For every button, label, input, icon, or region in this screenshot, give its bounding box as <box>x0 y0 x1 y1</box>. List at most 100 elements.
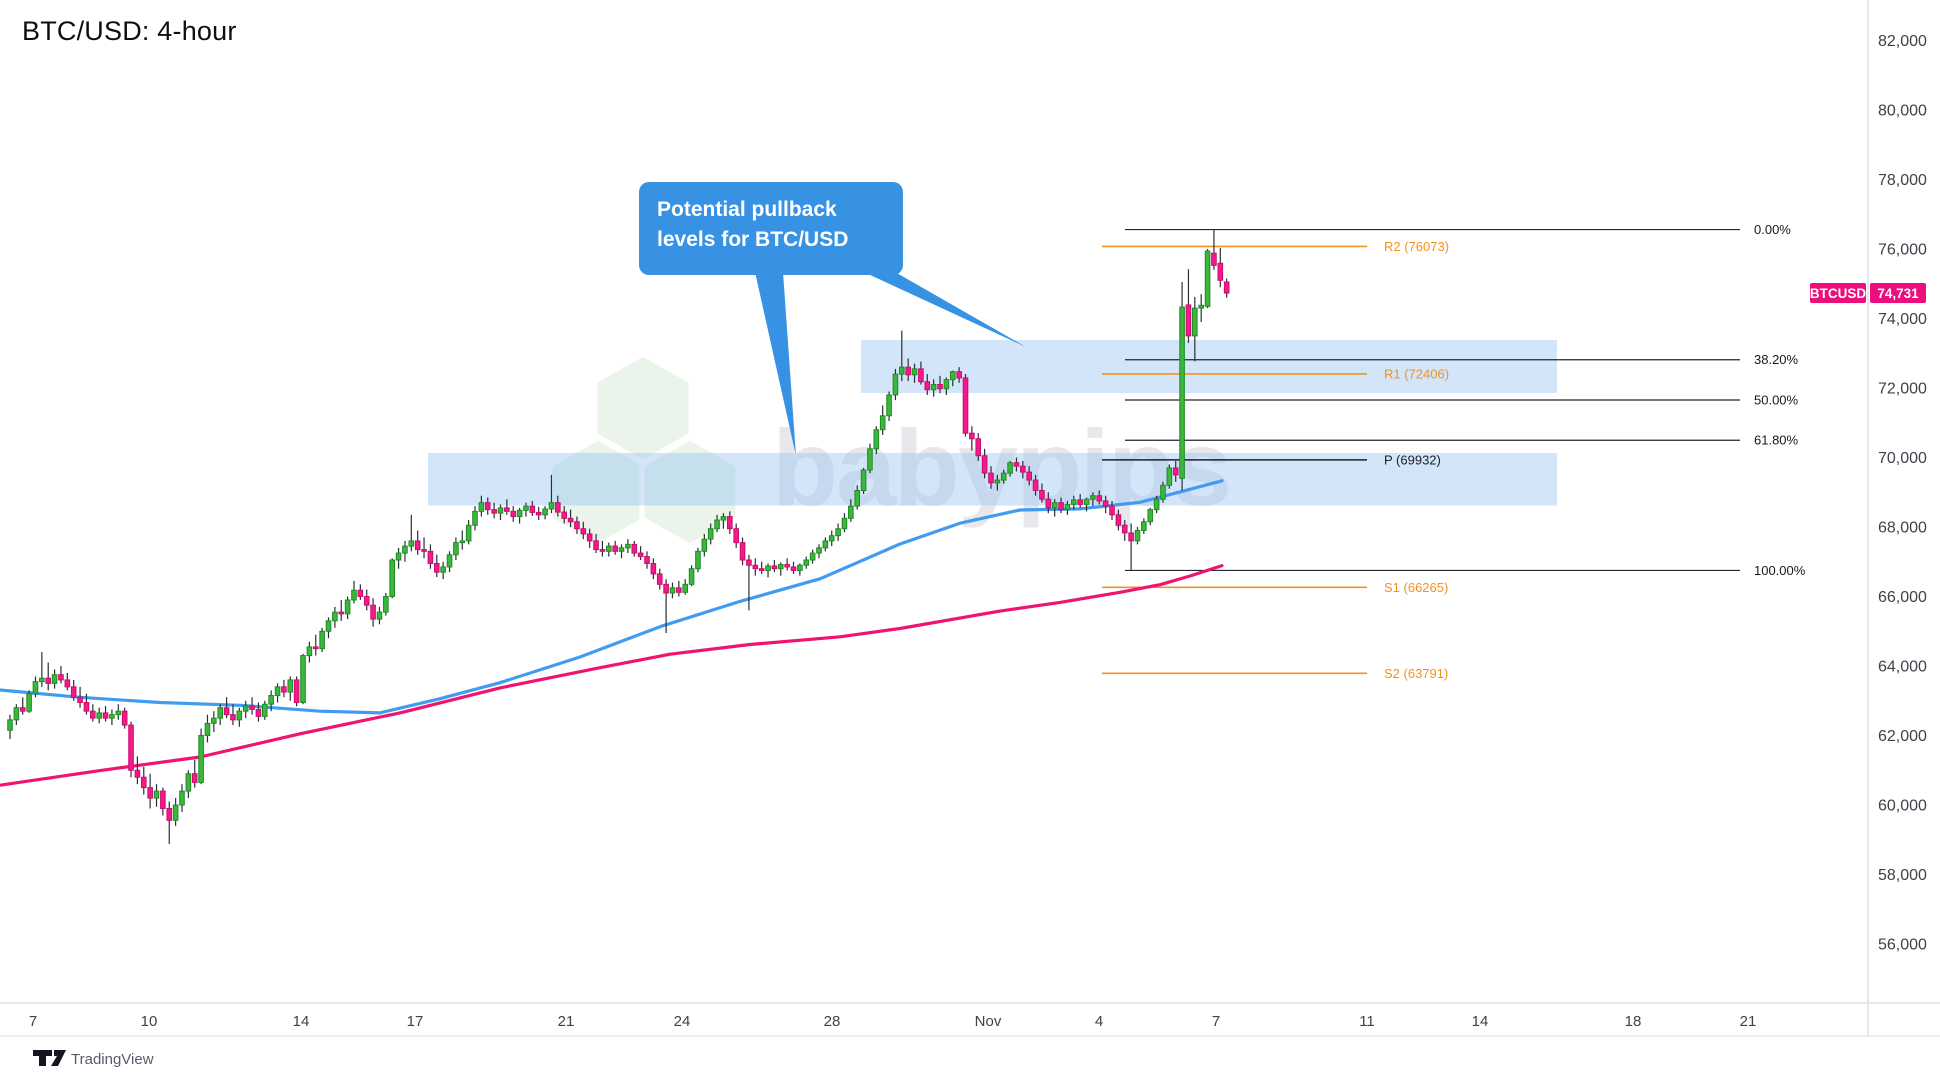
candle-body <box>1115 514 1122 526</box>
candle-body <box>312 646 319 650</box>
price-tick-label: 66,000 <box>1878 589 1927 606</box>
candle-body <box>924 381 931 391</box>
candle-body <box>1217 262 1224 281</box>
candle-body <box>433 562 440 573</box>
candle-body <box>332 611 338 622</box>
candle-body <box>102 712 109 719</box>
callout-annotation: Potential pullback levels for BTC/USD <box>639 182 1026 456</box>
candle-body <box>191 773 198 783</box>
price-tag-value-bg <box>1870 283 1926 303</box>
candle-body <box>943 379 950 390</box>
candle-body <box>96 712 102 719</box>
candle-body <box>599 549 606 552</box>
price-tag-symbol: BTCUSD <box>1810 286 1866 301</box>
price-tag-value: 74,731 <box>1877 286 1919 301</box>
date-tick-label: 28 <box>824 1013 841 1030</box>
price-tick-label: 62,000 <box>1878 728 1927 745</box>
candle-body <box>548 502 555 510</box>
candle-body <box>1090 495 1096 500</box>
candle-body <box>892 373 899 396</box>
candle-body <box>64 679 71 688</box>
candle-body <box>1026 471 1033 481</box>
candle-body <box>83 701 90 712</box>
tradingview-logo-icon <box>33 1050 66 1066</box>
pivot-label: S1 (66265) <box>1384 580 1448 595</box>
candle-body <box>733 528 739 544</box>
date-tick-label: 17 <box>407 1013 424 1030</box>
candle-body <box>848 505 854 519</box>
candle-body <box>771 565 778 570</box>
candle-body <box>26 693 32 712</box>
candle-body <box>605 545 612 552</box>
candle-body <box>752 564 759 570</box>
candle-body <box>727 516 733 530</box>
candle-body <box>867 448 873 471</box>
candle-body <box>1134 529 1141 542</box>
pivot-label: P (69932) <box>1384 452 1441 467</box>
date-tick-label: 14 <box>293 1013 310 1030</box>
candle-body <box>656 573 663 585</box>
candle-body <box>523 505 529 511</box>
candle-body <box>1032 479 1039 492</box>
highlight-zones <box>428 340 1557 506</box>
candle-body <box>720 516 727 521</box>
candle-body <box>835 528 841 537</box>
candle-body <box>969 432 975 440</box>
candle-body <box>618 547 625 552</box>
candle-body <box>300 655 306 703</box>
tradingview-label: TradingView <box>71 1051 154 1068</box>
candle-body <box>198 735 204 783</box>
candle-body <box>1147 509 1154 523</box>
candle-body <box>586 533 593 542</box>
candle-body <box>389 559 395 598</box>
fib-label: 50.00% <box>1754 392 1799 407</box>
callout-text-line1: Potential pullback <box>657 198 837 221</box>
price-tick-label: 78,000 <box>1878 172 1927 189</box>
candle-body <box>115 710 122 716</box>
candle-body <box>408 540 415 547</box>
candle-body <box>395 552 402 561</box>
candle-body <box>580 528 587 535</box>
price-tick-label: 56,000 <box>1878 937 1927 954</box>
candle-body <box>644 556 650 564</box>
date-tick-label: 14 <box>1472 1013 1489 1030</box>
date-axis-labels: 7 10 14 17 21 24 28 Nov 4 7 11 14 18 21 <box>29 1013 1757 1030</box>
candle-body <box>306 646 313 657</box>
callout-tail-left <box>755 272 796 456</box>
candle-body <box>1198 304 1204 309</box>
candle-body <box>567 517 574 523</box>
tradingview-attribution[interactable]: TradingView <box>33 1050 154 1068</box>
candle-body <box>281 686 287 693</box>
candle-body <box>153 790 160 799</box>
date-tick-label: 10 <box>141 1013 158 1030</box>
candle-body <box>459 540 466 544</box>
candle-body <box>478 502 485 512</box>
date-tick-label: Nov <box>975 1013 1002 1030</box>
candle-body <box>561 511 567 519</box>
ma-slow-pink <box>0 563 1224 787</box>
candle-body <box>58 674 64 681</box>
candle-body <box>13 707 20 721</box>
candle-body <box>739 542 746 561</box>
fib-label: 100.00% <box>1754 563 1806 578</box>
pivot-label: R2 (76073) <box>1384 239 1449 254</box>
candle-body <box>357 589 364 597</box>
date-tick-label: 21 <box>1740 1013 1757 1030</box>
candle-body <box>1160 484 1166 500</box>
ma-fast-blue <box>0 479 1224 715</box>
candle-body <box>1211 252 1217 266</box>
candle-body <box>465 524 472 542</box>
candle-body <box>822 540 829 549</box>
candle-body <box>1096 495 1103 502</box>
price-tick-label: 60,000 <box>1878 798 1927 815</box>
candle-body <box>274 686 281 697</box>
candle-body <box>758 568 765 571</box>
candle-body <box>319 630 325 650</box>
candle-body <box>472 510 478 526</box>
candle-body <box>230 714 236 721</box>
pivot-label: R1 (72406) <box>1384 366 1449 381</box>
pivot-label: S2 (63791) <box>1384 666 1448 681</box>
candle-body <box>1153 498 1160 511</box>
candle-body <box>147 787 153 799</box>
price-tick-label: 70,000 <box>1878 450 1927 467</box>
